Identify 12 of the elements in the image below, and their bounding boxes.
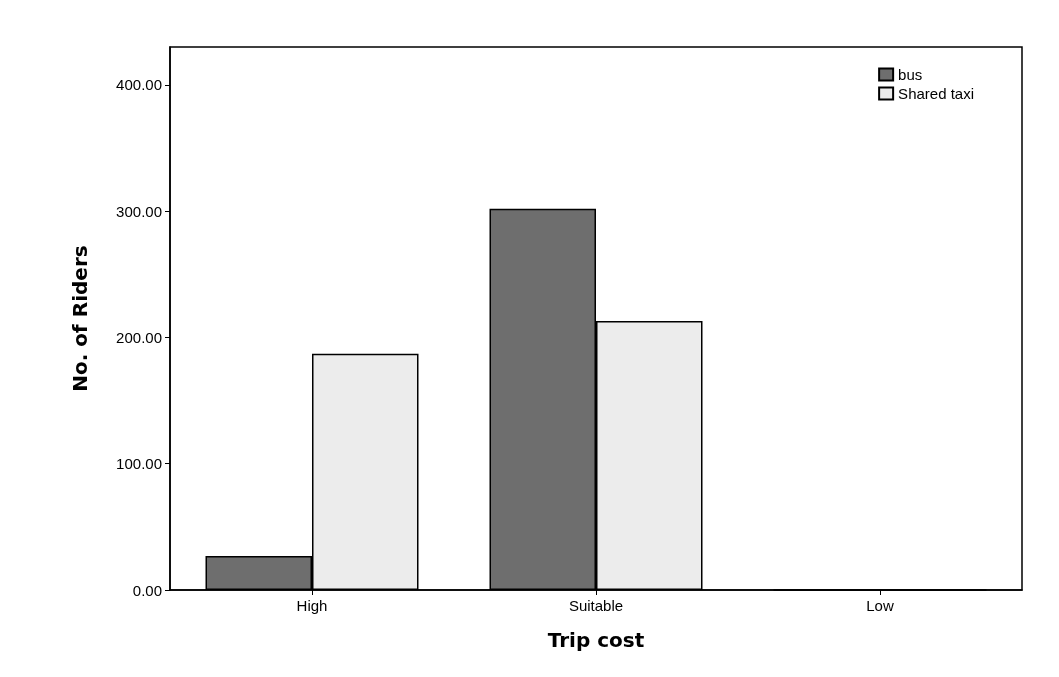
y-axis-title: No. of Riders bbox=[68, 245, 92, 392]
legend-label: Shared taxi bbox=[898, 85, 975, 102]
x-tick-label: Suitable bbox=[568, 597, 624, 614]
x-tick-label: Low bbox=[866, 597, 894, 614]
y-tick-label: 300.00 bbox=[116, 202, 162, 220]
y-tick-label: 200.00 bbox=[116, 328, 162, 346]
y-tick-label: 0.00 bbox=[132, 581, 162, 599]
y-tick-label: 400.00 bbox=[116, 76, 162, 94]
x-axis-title: Trip cost bbox=[547, 628, 645, 652]
legend-label: bus bbox=[898, 66, 923, 83]
x-tick-label: High bbox=[296, 597, 328, 614]
y-tick-label: 100.00 bbox=[116, 455, 162, 473]
